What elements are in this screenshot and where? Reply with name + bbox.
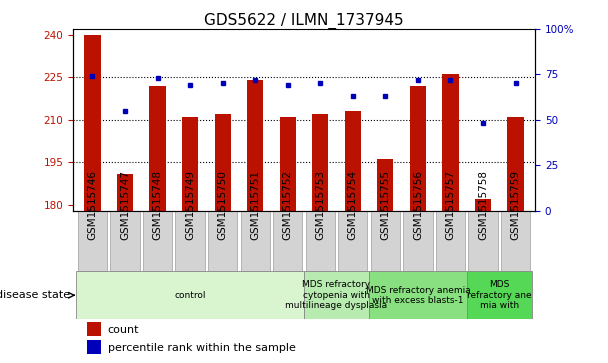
Text: MDS refractory
cytopenia with
multilineage dysplasia: MDS refractory cytopenia with multilinea… — [286, 280, 388, 310]
FancyBboxPatch shape — [403, 211, 432, 271]
Text: GSM1515749: GSM1515749 — [185, 170, 195, 240]
Text: GSM1515753: GSM1515753 — [316, 170, 325, 240]
Text: GSM1515755: GSM1515755 — [381, 170, 390, 240]
Text: GSM1515750: GSM1515750 — [218, 170, 227, 240]
Text: GSM1515752: GSM1515752 — [283, 170, 292, 240]
Text: GSM1515759: GSM1515759 — [511, 170, 520, 240]
FancyBboxPatch shape — [76, 271, 304, 319]
Text: GSM1515757: GSM1515757 — [446, 170, 455, 240]
Bar — [182, 117, 198, 211]
Bar — [150, 86, 166, 211]
Text: MDS
refractory ane
mia with: MDS refractory ane mia with — [467, 280, 531, 310]
Bar — [442, 74, 458, 211]
Text: GSM1515746: GSM1515746 — [88, 170, 97, 240]
Text: GSM1515748: GSM1515748 — [153, 170, 162, 240]
Text: GSM1515756: GSM1515756 — [413, 170, 423, 240]
Text: disease state: disease state — [0, 290, 71, 300]
FancyBboxPatch shape — [111, 211, 140, 271]
FancyBboxPatch shape — [468, 211, 497, 271]
Bar — [247, 80, 263, 211]
FancyBboxPatch shape — [241, 211, 270, 271]
Text: GSM1515751: GSM1515751 — [250, 170, 260, 240]
FancyBboxPatch shape — [371, 211, 400, 271]
Bar — [117, 174, 133, 211]
Text: GSM1515754: GSM1515754 — [348, 170, 358, 240]
Bar — [280, 117, 296, 211]
FancyBboxPatch shape — [436, 211, 465, 271]
FancyBboxPatch shape — [78, 211, 107, 271]
FancyBboxPatch shape — [273, 211, 302, 271]
FancyBboxPatch shape — [143, 211, 172, 271]
Bar — [87, 340, 101, 354]
Bar — [475, 199, 491, 211]
Text: MDS refractory anemia
with excess blasts-1: MDS refractory anemia with excess blasts… — [365, 286, 470, 305]
Bar — [345, 111, 361, 211]
Bar — [410, 86, 426, 211]
FancyBboxPatch shape — [467, 271, 532, 319]
FancyBboxPatch shape — [304, 271, 369, 319]
Title: GDS5622 / ILMN_1737945: GDS5622 / ILMN_1737945 — [204, 13, 404, 29]
FancyBboxPatch shape — [501, 211, 530, 271]
Bar — [377, 159, 393, 211]
FancyBboxPatch shape — [208, 211, 237, 271]
Bar — [215, 114, 231, 211]
FancyBboxPatch shape — [306, 211, 335, 271]
Bar — [312, 114, 328, 211]
FancyBboxPatch shape — [338, 211, 367, 271]
Bar — [85, 35, 100, 211]
Text: GSM1515747: GSM1515747 — [120, 170, 130, 240]
Text: percentile rank within the sample: percentile rank within the sample — [108, 343, 295, 353]
Bar — [87, 322, 101, 336]
Bar — [508, 117, 523, 211]
FancyBboxPatch shape — [369, 271, 467, 319]
FancyBboxPatch shape — [176, 211, 205, 271]
Text: count: count — [108, 325, 139, 335]
Text: GSM1515758: GSM1515758 — [478, 170, 488, 240]
Text: control: control — [174, 291, 206, 300]
